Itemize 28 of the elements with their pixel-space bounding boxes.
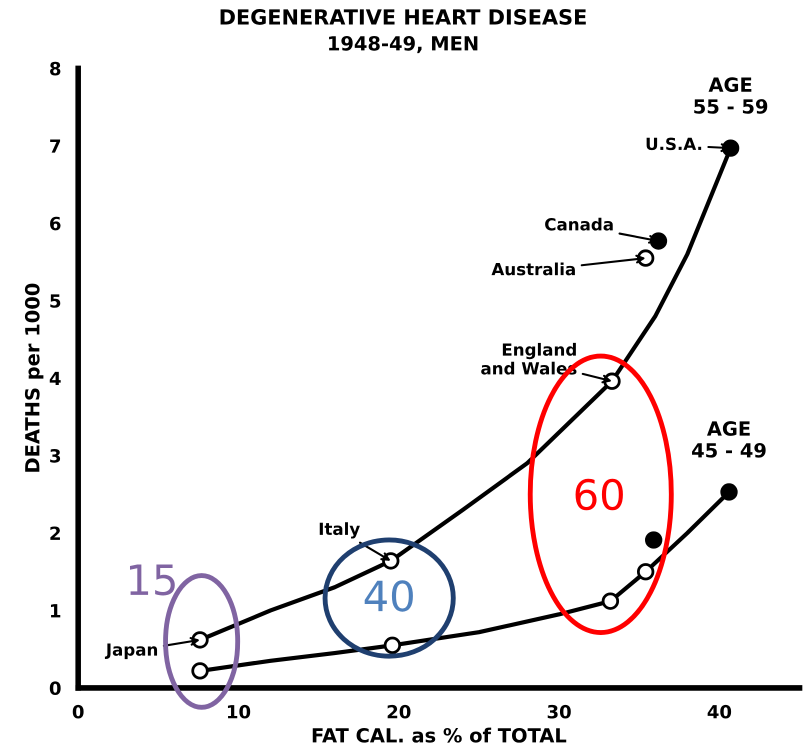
text: AGE 45 - 49: [692, 421, 766, 458]
text: AGE 55 - 59: [694, 77, 768, 114]
annotation: 60: [576, 478, 623, 510]
annotation: Canada: [545, 218, 613, 231]
y-tick-label: 1: [50, 604, 60, 618]
x-axis-title: FAT CAL. as % of TOTAL: [312, 728, 566, 743]
annotation: Japan: [104, 643, 158, 660]
annotation: U.S.A.: [646, 138, 702, 150]
x-tick-label: 0: [72, 704, 84, 719]
y-tick-label: 5: [50, 294, 60, 308]
y-tick-label: 3: [50, 449, 60, 463]
y-tick-label: 2: [50, 526, 60, 540]
y-tick-label: 7: [50, 139, 60, 153]
annotation: 15: [130, 564, 175, 596]
y-tick-label: 0: [50, 681, 61, 696]
y-tick-label: 6: [50, 216, 61, 230]
y-axis-title: DEATHS per 1000: [24, 284, 44, 472]
y-tick-label: 8: [50, 62, 60, 76]
y-tick-label: 4: [50, 372, 61, 385]
annotation: 40: [364, 580, 413, 612]
chart-title: DEGENERATIVE HEART DISEASE: [220, 9, 586, 25]
chart-subtitle: 1948-49, MEN: [329, 36, 478, 54]
x-tick-label: 30: [548, 704, 571, 719]
annotation: Italy: [320, 522, 360, 538]
annotation: Australia: [492, 262, 575, 276]
x-tick-label: 40: [708, 704, 732, 719]
x-tick-label: 20: [388, 704, 410, 719]
x-tick-label: 10: [228, 704, 250, 719]
